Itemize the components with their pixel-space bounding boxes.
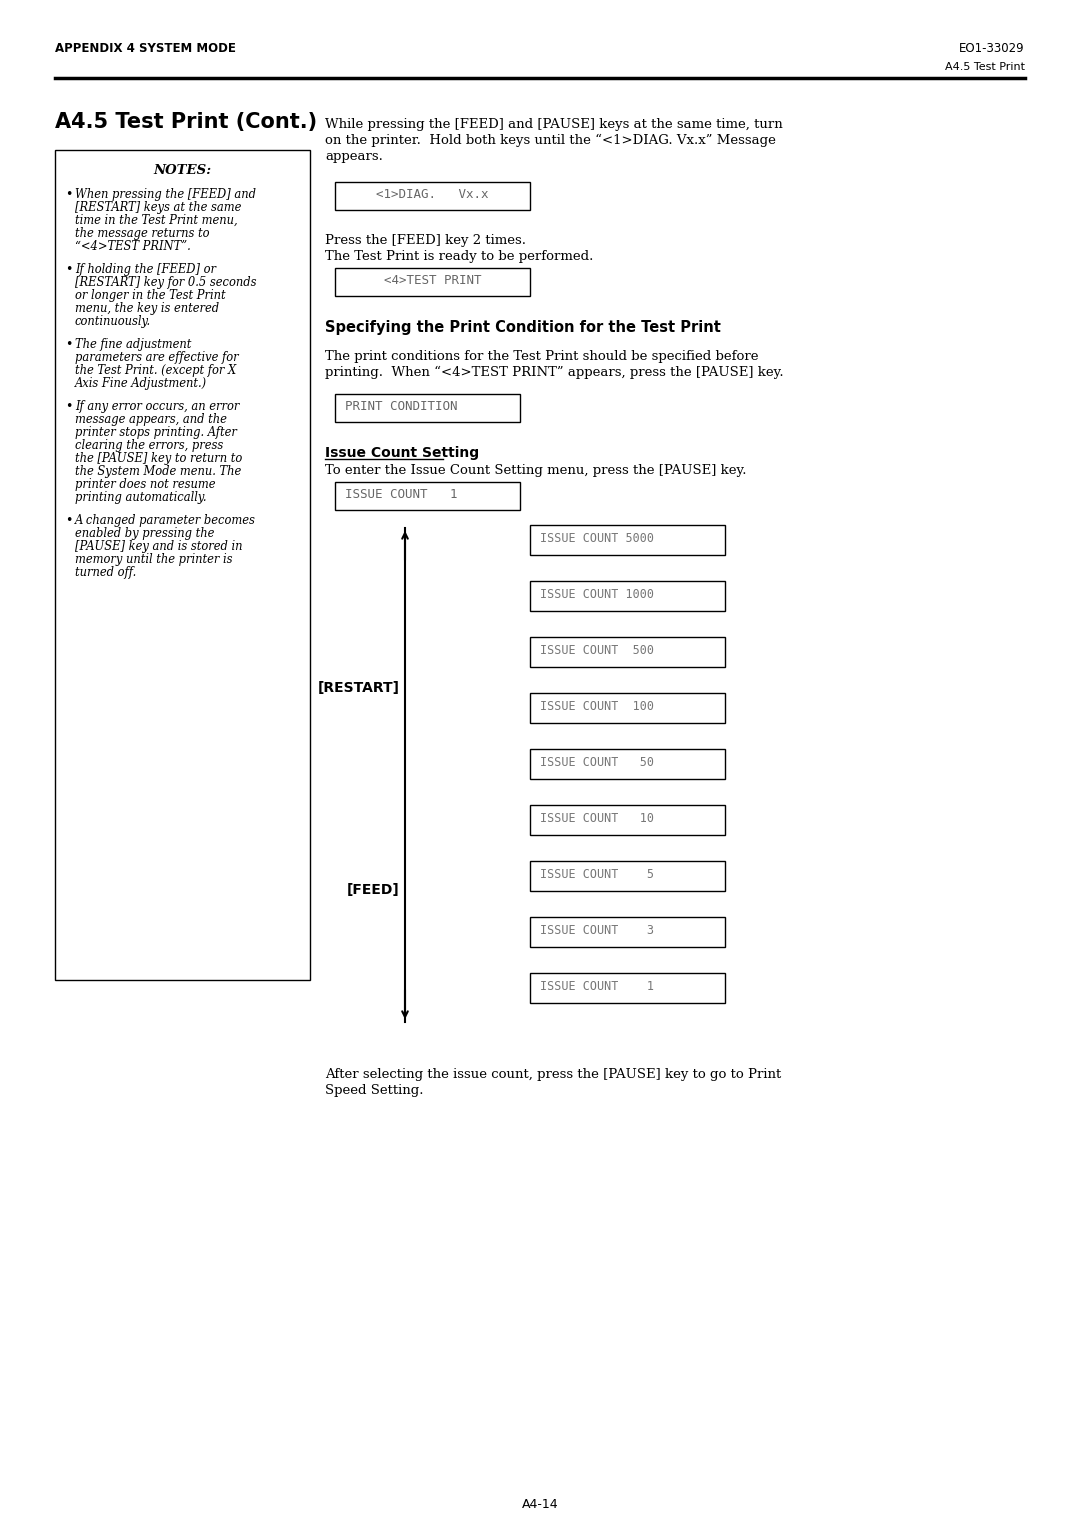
Bar [530, 973, 725, 1003]
Text: The fine adjustment: The fine adjustment [75, 339, 191, 351]
Text: <1>DIAG.   Vx.x: <1>DIAG. Vx.x [376, 188, 489, 201]
Text: If holding the [FEED] or: If holding the [FEED] or [75, 262, 216, 276]
Bar [335, 268, 530, 296]
Text: ISSUE COUNT 5000: ISSUE COUNT 5000 [540, 532, 654, 544]
Bar [530, 581, 725, 612]
Text: menu, the key is entered: menu, the key is entered [75, 302, 219, 316]
Text: ISSUE COUNT    5: ISSUE COUNT 5 [540, 868, 654, 881]
Text: ISSUE COUNT   50: ISSUE COUNT 50 [540, 756, 654, 769]
Text: [PAUSE] key and is stored in: [PAUSE] key and is stored in [75, 540, 243, 554]
Text: memory until the printer is: memory until the printer is [75, 554, 232, 566]
Text: NOTES:: NOTES: [153, 165, 212, 177]
Text: After selecting the issue count, press the [PAUSE] key to go to Print: After selecting the issue count, press t… [325, 1068, 781, 1081]
Text: ISSUE COUNT   1: ISSUE COUNT 1 [345, 488, 458, 502]
Text: clearing the errors, press: clearing the errors, press [75, 439, 224, 451]
Text: the message returns to: the message returns to [75, 227, 210, 239]
Text: ISSUE COUNT  500: ISSUE COUNT 500 [540, 644, 654, 657]
Text: printing.  When “<4>TEST PRINT” appears, press the [PAUSE] key.: printing. When “<4>TEST PRINT” appears, … [325, 366, 784, 380]
Text: •: • [65, 339, 72, 351]
Bar [335, 482, 519, 509]
Bar [55, 149, 310, 981]
Text: Axis Fine Adjustment.): Axis Fine Adjustment.) [75, 377, 207, 390]
Text: printer stops printing. After: printer stops printing. After [75, 425, 237, 439]
Text: The Test Print is ready to be performed.: The Test Print is ready to be performed. [325, 250, 593, 262]
Text: Speed Setting.: Speed Setting. [325, 1084, 423, 1096]
Text: turned off.: turned off. [75, 566, 136, 580]
Text: or longer in the Test Print: or longer in the Test Print [75, 290, 226, 302]
Text: [RESTART] keys at the same: [RESTART] keys at the same [75, 201, 241, 214]
Text: •: • [65, 400, 72, 413]
Text: •: • [65, 188, 72, 201]
Text: When pressing the [FEED] and: When pressing the [FEED] and [75, 188, 256, 201]
Text: the System Mode menu. The: the System Mode menu. The [75, 465, 241, 477]
Text: Issue Count Setting: Issue Count Setting [325, 445, 480, 461]
Text: parameters are effective for: parameters are effective for [75, 351, 239, 364]
Text: continuously.: continuously. [75, 316, 151, 328]
Bar [530, 749, 725, 779]
Text: “<4>TEST PRINT”.: “<4>TEST PRINT”. [75, 239, 191, 253]
Text: the Test Print. (except for X: the Test Print. (except for X [75, 364, 237, 377]
Bar [530, 637, 725, 666]
Text: printing automatically.: printing automatically. [75, 491, 206, 503]
Text: The print conditions for the Test Print should be specified before: The print conditions for the Test Print … [325, 351, 758, 363]
Text: [RESTART] key for 0.5 seconds: [RESTART] key for 0.5 seconds [75, 276, 257, 290]
Text: [FEED]: [FEED] [348, 883, 400, 897]
Bar [530, 525, 725, 555]
Text: If any error occurs, an error: If any error occurs, an error [75, 400, 240, 413]
Text: EO1-33029: EO1-33029 [959, 43, 1025, 55]
Bar [530, 692, 725, 723]
Text: ISSUE COUNT  100: ISSUE COUNT 100 [540, 700, 654, 714]
Text: To enter the Issue Count Setting menu, press the [PAUSE] key.: To enter the Issue Count Setting menu, p… [325, 464, 746, 477]
Text: A4.5 Test Print (Cont.): A4.5 Test Print (Cont.) [55, 111, 318, 133]
Text: ISSUE COUNT   10: ISSUE COUNT 10 [540, 811, 654, 825]
Text: appears.: appears. [325, 149, 383, 163]
Text: •: • [65, 514, 72, 528]
Text: [RESTART]: [RESTART] [318, 682, 400, 695]
Text: Press the [FEED] key 2 times.: Press the [FEED] key 2 times. [325, 233, 526, 247]
Text: the [PAUSE] key to return to: the [PAUSE] key to return to [75, 451, 242, 465]
Text: A changed parameter becomes: A changed parameter becomes [75, 514, 256, 528]
Bar [530, 862, 725, 891]
Text: While pressing the [FEED] and [PAUSE] keys at the same time, turn: While pressing the [FEED] and [PAUSE] ke… [325, 117, 783, 131]
Text: ISSUE COUNT    3: ISSUE COUNT 3 [540, 924, 654, 936]
Bar [335, 393, 519, 422]
Text: <4>TEST PRINT: <4>TEST PRINT [383, 274, 482, 287]
Text: A4-14: A4-14 [522, 1498, 558, 1511]
Bar [530, 805, 725, 836]
Text: enabled by pressing the: enabled by pressing the [75, 528, 214, 540]
Text: A4.5 Test Print: A4.5 Test Print [945, 63, 1025, 72]
Text: on the printer.  Hold both keys until the “<1>DIAG. Vx.x” Message: on the printer. Hold both keys until the… [325, 134, 775, 148]
Text: PRINT CONDITION: PRINT CONDITION [345, 400, 458, 413]
Text: •: • [65, 262, 72, 276]
Bar [335, 181, 530, 210]
Text: ISSUE COUNT 1000: ISSUE COUNT 1000 [540, 589, 654, 601]
Text: Specifying the Print Condition for the Test Print: Specifying the Print Condition for the T… [325, 320, 720, 336]
Text: time in the Test Print menu,: time in the Test Print menu, [75, 214, 238, 227]
Text: message appears, and the: message appears, and the [75, 413, 227, 425]
Text: ISSUE COUNT    1: ISSUE COUNT 1 [540, 981, 654, 993]
Bar [530, 917, 725, 947]
Text: printer does not resume: printer does not resume [75, 477, 216, 491]
Text: APPENDIX 4 SYSTEM MODE: APPENDIX 4 SYSTEM MODE [55, 43, 235, 55]
